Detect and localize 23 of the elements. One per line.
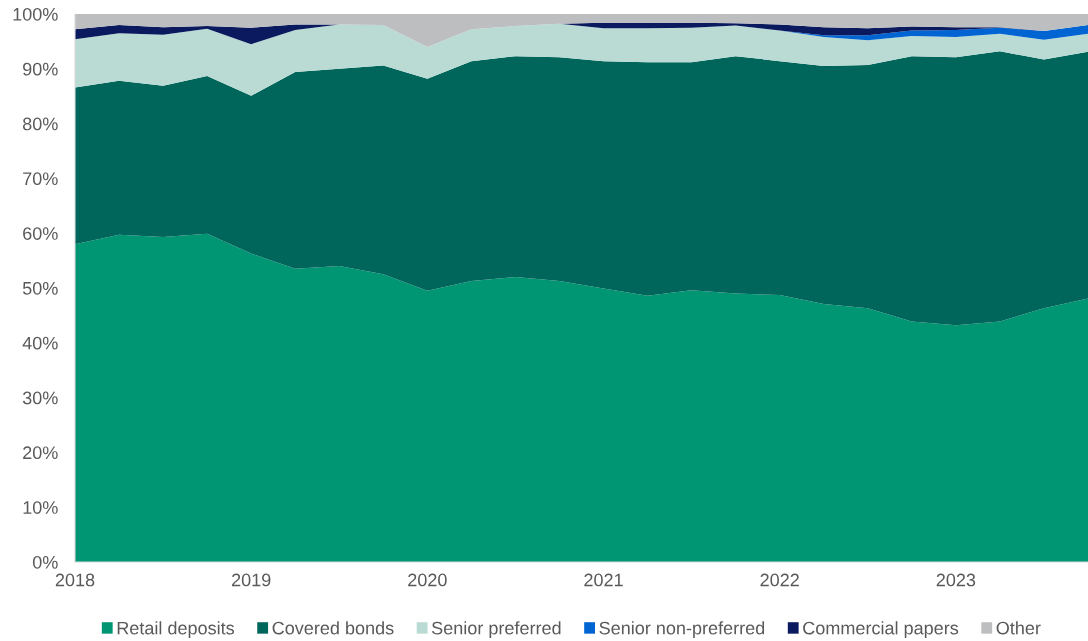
y-tick-label: 90% bbox=[23, 62, 58, 76]
legend-label: Commercial papers bbox=[803, 621, 959, 639]
y-tick-label: 100% bbox=[13, 7, 58, 21]
legend-label: Covered bonds bbox=[272, 621, 394, 635]
y-tick-label: 80% bbox=[22, 117, 58, 131]
legend-label: Senior non-preferred bbox=[599, 621, 765, 639]
legend-label: Senior preferred bbox=[431, 621, 561, 639]
y-tick-label: 60% bbox=[23, 227, 58, 240]
y-tick-label: 40% bbox=[22, 336, 58, 350]
x-tick-label: 2022 bbox=[760, 573, 799, 587]
x-tick-label: 2021 bbox=[584, 573, 623, 587]
x-tick-label: 2018 bbox=[55, 573, 95, 587]
x-tick-label: 2020 bbox=[408, 573, 447, 587]
legend-label: Retail deposits bbox=[117, 621, 235, 639]
y-tick-label: 30% bbox=[22, 391, 58, 405]
legend-label: Other bbox=[996, 621, 1041, 635]
y-tick-label: 0% bbox=[32, 555, 58, 569]
y-tick-label: 50% bbox=[22, 281, 58, 295]
x-tick-label: 2023 bbox=[936, 573, 976, 587]
y-tick-label: 20% bbox=[23, 446, 58, 460]
y-tick-label: 70% bbox=[23, 172, 58, 186]
x-tick-label: 2019 bbox=[232, 573, 271, 587]
y-tick-label: 10% bbox=[23, 501, 58, 514]
